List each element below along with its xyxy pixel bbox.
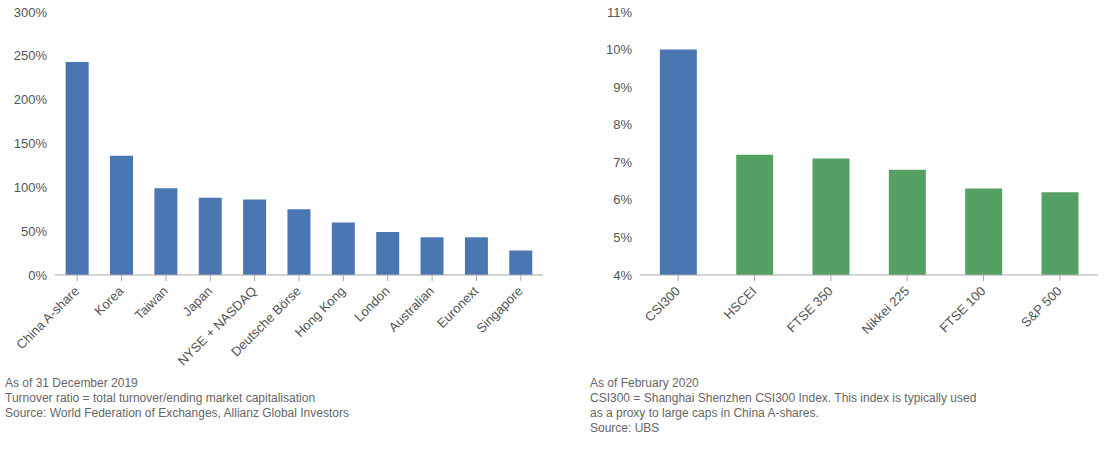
- html-text:as a proxy to large caps in Ch: as a proxy to large caps in China A-shar…: [590, 406, 819, 420]
- svg-text:6%: 6%: [613, 192, 632, 207]
- svg-text:Euronext: Euronext: [434, 283, 482, 331]
- svg-text:Korea: Korea: [91, 283, 127, 319]
- html-text:Source: UBS: Source: UBS: [590, 421, 660, 435]
- html-text:CSI300 = Shanghai Shenzhen CSI: CSI300 = Shanghai Shenzhen CSI300 Index.…: [590, 391, 977, 405]
- html-text:As of 31 December 2019: As of 31 December 2019: [5, 376, 138, 390]
- svg-text:Singapore: Singapore: [473, 283, 526, 336]
- svg-text:5%: 5%: [613, 230, 632, 245]
- svg-text:HSCEI: HSCEI: [721, 283, 760, 322]
- svg-text:0%: 0%: [28, 268, 47, 283]
- svg-text:NYSE + NASDAQ: NYSE + NASDAQ: [175, 283, 260, 368]
- svg-text:Nikkei 225: Nikkei 225: [859, 283, 913, 337]
- svg-text:FTSE 350: FTSE 350: [784, 283, 836, 335]
- svg-text:4%: 4%: [613, 268, 632, 283]
- svg-text:Taiwan: Taiwan: [132, 283, 171, 322]
- svg-text:200%: 200%: [14, 92, 48, 107]
- svg-text:150%: 150%: [14, 136, 48, 151]
- svg-text:50%: 50%: [21, 224, 47, 239]
- html-text:Source: World Federation of Ex: Source: World Federation of Exchanges, A…: [5, 406, 349, 420]
- svg-text:300%: 300%: [14, 5, 48, 20]
- html-text:As of February 2020: As of February 2020: [590, 376, 699, 390]
- svg-text:CSI300: CSI300: [642, 283, 683, 324]
- svg-text:10%: 10%: [606, 42, 632, 57]
- svg-text:7%: 7%: [613, 155, 632, 170]
- svg-text:S&P 500: S&P 500: [1018, 283, 1065, 330]
- html-text:Turnover ratio = total turnove: Turnover ratio = total turnover/ending m…: [5, 391, 316, 405]
- svg-text:11%: 11%: [607, 5, 632, 20]
- svg-text:100%: 100%: [14, 180, 48, 195]
- svg-text:Deutsche Börse: Deutsche Börse: [228, 283, 304, 359]
- svg-text:Japan: Japan: [180, 283, 216, 319]
- svg-text:Australian: Australian: [386, 283, 437, 334]
- svg-text:250%: 250%: [14, 48, 48, 63]
- svg-text:FTSE 100: FTSE 100: [936, 283, 988, 335]
- svg-text:China A-share: China A-share: [13, 283, 82, 352]
- svg-text:9%: 9%: [613, 80, 632, 95]
- svg-text:Hong Kong: Hong Kong: [292, 283, 349, 340]
- svg-text:London: London: [351, 283, 392, 324]
- svg-text:8%: 8%: [613, 117, 632, 132]
